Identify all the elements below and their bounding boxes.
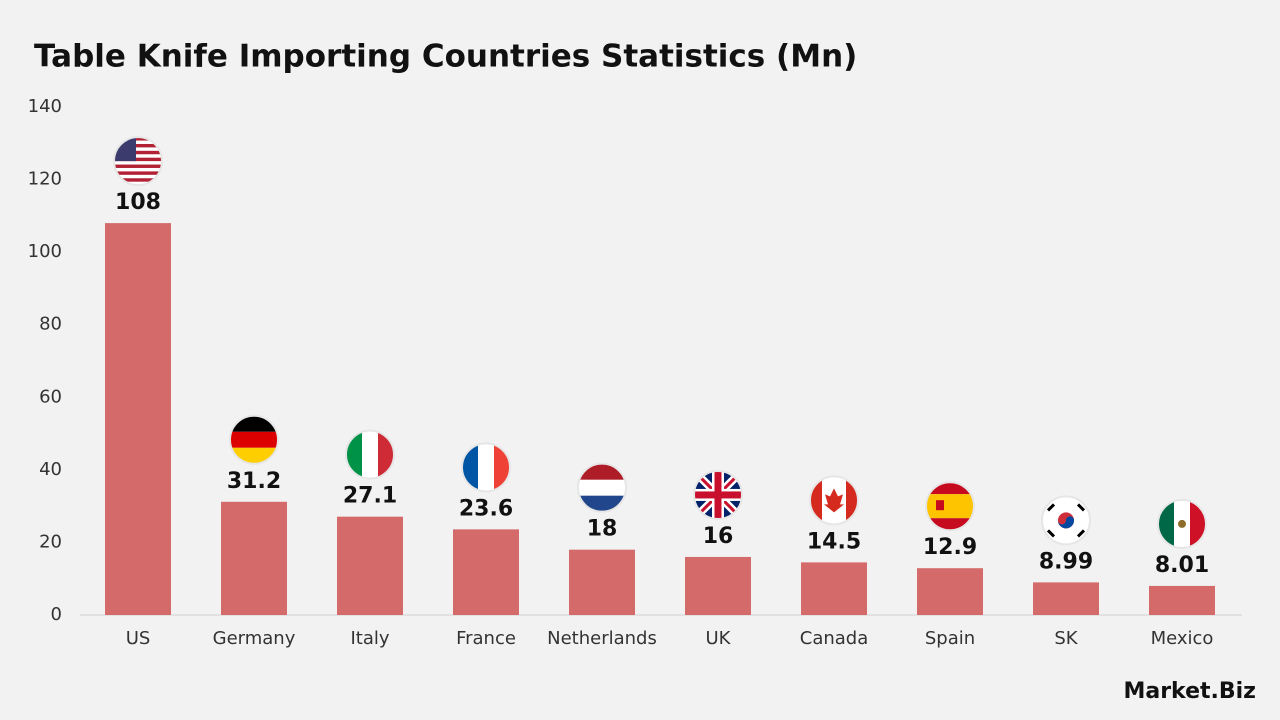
bar bbox=[801, 562, 867, 615]
y-tick-label: 40 bbox=[39, 459, 62, 480]
y-tick-label: 140 bbox=[28, 96, 62, 117]
y-tick-label: 20 bbox=[39, 531, 62, 552]
value-label: 18 bbox=[587, 517, 618, 542]
x-tick-label: France bbox=[456, 628, 516, 649]
flag-part bbox=[714, 470, 722, 519]
flag bbox=[694, 470, 742, 519]
flag-part bbox=[114, 178, 162, 182]
flag-part bbox=[824, 488, 844, 513]
flag-ring bbox=[461, 442, 511, 493]
value-label: 8.01 bbox=[1155, 553, 1209, 578]
flag-ring bbox=[1041, 495, 1091, 546]
flag-ring bbox=[1157, 498, 1207, 549]
bar bbox=[569, 549, 635, 615]
x-tick-label: Mexico bbox=[1151, 628, 1214, 649]
bar bbox=[221, 501, 287, 615]
flag-part bbox=[230, 431, 278, 448]
brand-logo: Market.Biz bbox=[1123, 679, 1256, 704]
value-label: 16 bbox=[703, 524, 734, 549]
flag-part bbox=[114, 171, 162, 175]
x-tick-label: Netherlands bbox=[547, 628, 657, 649]
flag-ring bbox=[229, 414, 279, 465]
bar bbox=[105, 223, 171, 615]
value-label: 14.5 bbox=[807, 529, 861, 554]
flag-part bbox=[1178, 519, 1186, 528]
flag bbox=[114, 137, 162, 186]
bar bbox=[917, 568, 983, 615]
x-tick-label: Canada bbox=[800, 628, 869, 649]
chart-title: Table Knife Importing Countries Statisti… bbox=[34, 39, 857, 75]
value-label: 8.99 bbox=[1039, 549, 1093, 574]
bar bbox=[685, 556, 751, 615]
flag-part bbox=[114, 150, 162, 155]
value-label: 23.6 bbox=[459, 496, 513, 521]
y-tick-label: 0 bbox=[51, 604, 62, 625]
bar bbox=[453, 529, 519, 615]
value-label: 12.9 bbox=[923, 535, 977, 560]
flag-part bbox=[936, 500, 944, 511]
flag-part bbox=[926, 494, 974, 519]
flag-ring bbox=[809, 475, 859, 526]
value-label: 108 bbox=[115, 190, 161, 215]
y-tick-label: 100 bbox=[28, 241, 62, 262]
y-tick-label: 80 bbox=[39, 314, 62, 335]
flag-part bbox=[114, 157, 162, 162]
value-label: 27.1 bbox=[343, 484, 397, 509]
flag bbox=[926, 482, 974, 531]
x-tick-label: Italy bbox=[350, 628, 389, 649]
flag-part bbox=[114, 143, 162, 148]
bar bbox=[1033, 582, 1099, 615]
flag-part bbox=[114, 164, 162, 168]
flag-ring bbox=[925, 481, 975, 532]
x-tick-label: UK bbox=[706, 628, 732, 649]
x-tick-label: Spain bbox=[925, 628, 975, 649]
flag-ring bbox=[577, 462, 627, 513]
x-tick-label: SK bbox=[1054, 628, 1078, 649]
x-tick-label: Germany bbox=[213, 628, 296, 649]
flag-part bbox=[114, 137, 162, 141]
y-tick-label: 120 bbox=[28, 169, 62, 190]
bar bbox=[1149, 585, 1215, 615]
y-tick-label: 60 bbox=[39, 386, 62, 407]
flag bbox=[1042, 496, 1090, 545]
x-tick-label: US bbox=[126, 628, 151, 649]
flag-part bbox=[1046, 503, 1086, 538]
flag-ring bbox=[113, 136, 163, 187]
bar bbox=[337, 516, 403, 615]
flag-ring bbox=[345, 429, 395, 480]
value-label: 31.2 bbox=[227, 469, 281, 494]
flag-part bbox=[1058, 516, 1074, 529]
flag-ring bbox=[693, 469, 743, 520]
